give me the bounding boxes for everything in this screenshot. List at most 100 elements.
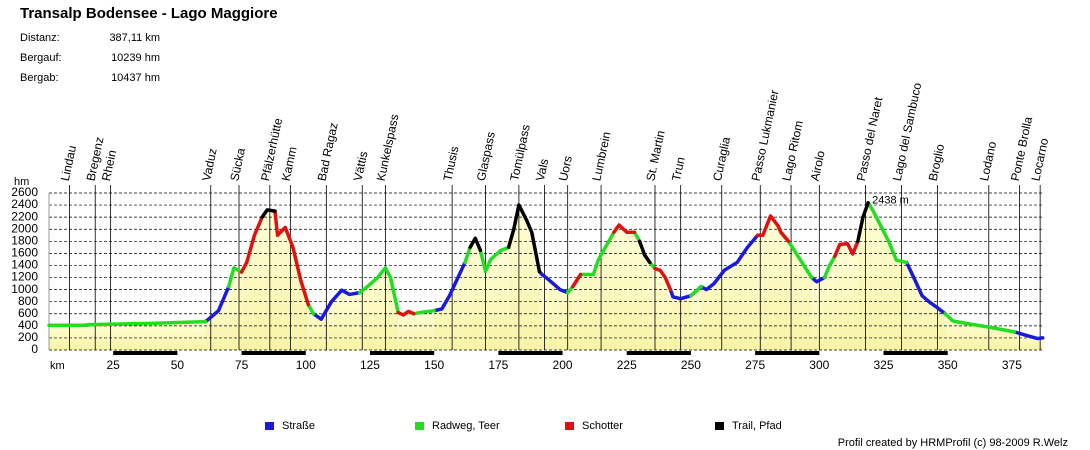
profile-area <box>398 311 414 350</box>
waypoint-label: Vättis <box>351 150 371 182</box>
x-tick-label: 75 <box>235 358 249 372</box>
waypoint-label: Curaglia <box>710 135 733 182</box>
scale-bar <box>498 351 563 355</box>
scale-bar <box>241 351 306 355</box>
legend-label: Straße <box>282 420 315 432</box>
x-tick-label: 300 <box>809 358 829 372</box>
profile-area <box>359 267 399 350</box>
legend-swatch <box>415 422 424 430</box>
waypoint-label: Airolo <box>808 149 828 182</box>
profile-line <box>260 208 277 219</box>
waypoint-label: St. Martin <box>643 129 667 182</box>
x-tick-label: 375 <box>1002 358 1022 372</box>
profile-line <box>653 266 673 292</box>
profile-line <box>1012 330 1045 341</box>
y-tick-label: 2000 <box>11 221 38 235</box>
footer: Profil created by HRMProfil (c) 98-2009 … <box>838 437 1068 449</box>
waypoint-label: Trun <box>669 156 688 183</box>
profile-area <box>228 267 242 350</box>
profile-line <box>637 239 652 265</box>
x-tick-label: 150 <box>424 358 444 372</box>
scale-bar <box>626 351 691 355</box>
x-tick-label: 225 <box>617 358 637 372</box>
profile-line <box>755 214 791 244</box>
profile-area <box>757 215 789 350</box>
x-tick-label: 25 <box>107 358 121 372</box>
legend-swatch <box>265 422 274 430</box>
x-axis-label: km <box>50 360 65 372</box>
profile-area <box>1014 331 1043 350</box>
peak-annotation: 2438 m <box>872 195 909 207</box>
profile-area <box>262 209 275 350</box>
profile-area <box>313 290 360 350</box>
waypoint-label: Rhein <box>99 149 119 183</box>
profile-area <box>654 268 671 350</box>
y-axis-label: hm <box>14 176 29 188</box>
stat-label: Bergab: <box>20 72 59 84</box>
profile-line <box>856 201 870 244</box>
x-tick-label: 275 <box>745 358 765 372</box>
stat-label: Distanz: <box>20 32 60 44</box>
profile-area <box>690 286 702 350</box>
profile-area <box>308 304 314 350</box>
profile-area <box>824 256 835 350</box>
profile-line <box>832 239 860 259</box>
y-tick-label: 200 <box>18 330 38 344</box>
waypoint-label: Lindau <box>58 144 79 182</box>
y-tick-label: 0 <box>31 342 38 356</box>
legend-swatch <box>715 422 724 430</box>
profile-area <box>434 262 465 350</box>
profile-area <box>572 274 581 350</box>
profile-area <box>634 232 640 350</box>
waypoint-label: Tomülpass <box>507 123 533 182</box>
x-tick-label: 50 <box>171 358 185 372</box>
stat-value: 10437 hm <box>111 72 160 84</box>
profile-area <box>413 310 435 350</box>
y-tick-label: 800 <box>18 294 38 308</box>
waypoint-label: Lago del Sambuco <box>890 81 925 182</box>
legend-swatch <box>565 422 574 430</box>
profile-line <box>357 266 400 315</box>
y-tick-label: 600 <box>18 306 38 320</box>
profile-area <box>639 241 650 350</box>
y-tick-label: 1600 <box>11 246 38 260</box>
profile-line <box>226 266 244 289</box>
x-tick-label: 175 <box>488 358 508 372</box>
profile-line <box>866 201 909 265</box>
x-tick-label: 200 <box>553 358 573 372</box>
profile-line <box>478 245 511 274</box>
waypoint-label: Bad Ragaz <box>315 121 341 182</box>
profile-line <box>943 312 1017 334</box>
profile-line <box>537 269 570 295</box>
y-tick-label: 2600 <box>11 185 38 199</box>
waypoint-label: Lodano <box>977 140 999 182</box>
stat-value: 10239 hm <box>111 52 160 64</box>
y-tick-label: 1000 <box>11 282 38 296</box>
waypoint-label: Kunkelspass <box>374 113 402 182</box>
waypoint-label: Vals <box>533 157 551 182</box>
profile-area <box>868 202 907 350</box>
profile-area <box>480 247 509 350</box>
profile-line <box>432 260 467 313</box>
x-tick-label: 250 <box>681 358 701 372</box>
waypoint-label: Sücka <box>227 146 248 182</box>
profile-line <box>311 288 362 321</box>
profile-area <box>649 262 655 350</box>
x-tick-label: 125 <box>360 358 380 372</box>
profile-line <box>203 284 231 324</box>
y-tick-label: 400 <box>18 318 38 332</box>
profile-line <box>468 236 483 253</box>
y-tick-label: 1200 <box>11 270 38 284</box>
waypoint-label: Lago Ritom <box>779 119 805 182</box>
profile-area <box>464 247 471 350</box>
profile-line <box>822 254 837 280</box>
y-tick-label: 1800 <box>11 233 38 247</box>
stat-value: 387,11 km <box>109 32 160 44</box>
waypoint-label: Passo del Naret <box>854 95 886 182</box>
profile-line <box>411 309 436 316</box>
profile-area <box>241 217 263 350</box>
profile-area <box>811 277 825 350</box>
legend-label: Trail, Pfad <box>732 420 782 432</box>
waypoint-label: Vaduz <box>199 147 220 182</box>
profile-line <box>239 215 264 274</box>
